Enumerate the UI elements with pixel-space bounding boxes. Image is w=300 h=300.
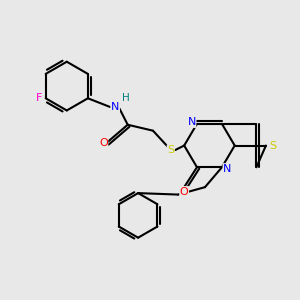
Text: S: S <box>167 145 174 155</box>
Text: H: H <box>122 93 130 103</box>
Text: N: N <box>188 117 196 128</box>
Text: S: S <box>269 140 276 151</box>
Text: O: O <box>180 187 189 196</box>
Text: N: N <box>111 102 119 112</box>
Text: N: N <box>223 164 232 174</box>
Text: F: F <box>36 93 42 103</box>
Text: O: O <box>99 138 108 148</box>
